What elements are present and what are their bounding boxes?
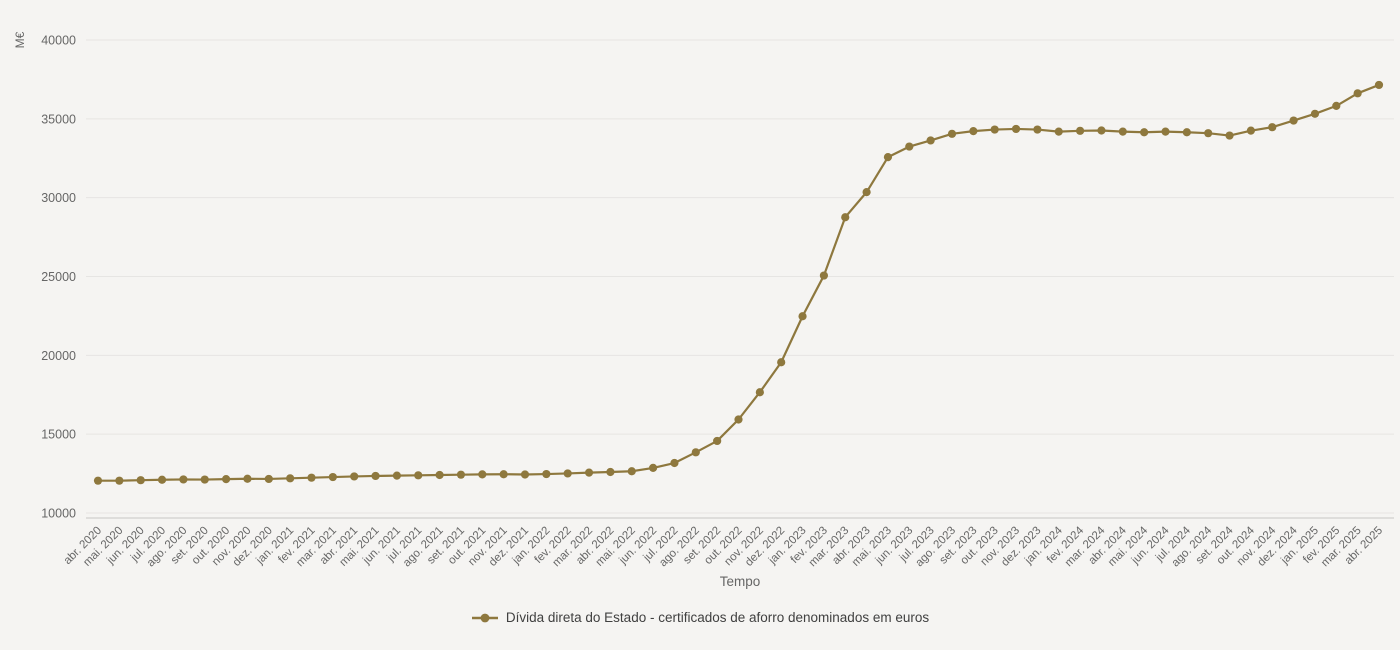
data-point-56 (1289, 116, 1298, 125)
data-point-45 (1054, 127, 1063, 136)
data-point-53 (1225, 131, 1234, 140)
data-point-55 (1268, 123, 1277, 132)
data-point-7 (243, 474, 252, 483)
data-point-29 (713, 436, 722, 446)
data-point-10 (307, 473, 316, 482)
data-point-39 (926, 136, 935, 145)
data-point-12 (350, 472, 359, 481)
data-point-31 (755, 388, 764, 397)
plot-area: 10000150002000025000300003500040000abr. … (41, 34, 1394, 569)
data-point-15 (414, 471, 423, 480)
data-point-1 (115, 476, 124, 485)
data-point-33 (798, 312, 807, 321)
data-point-34 (819, 271, 829, 280)
data-point-24 (606, 467, 615, 477)
y-tick-label-25000: 25000 (41, 270, 76, 284)
y-tick-label-30000: 30000 (41, 191, 76, 205)
data-point-47 (1097, 126, 1106, 135)
data-point-54 (1246, 126, 1255, 135)
legend-item-divida-direta[interactable]: Dívida direta do Estado - certificados d… (471, 610, 929, 625)
data-point-22 (563, 469, 572, 478)
data-point-17 (456, 470, 466, 479)
y-tick-label-35000: 35000 (41, 112, 76, 126)
data-point-60 (1374, 80, 1384, 90)
y-tick-label-15000: 15000 (41, 428, 76, 442)
data-point-26 (649, 463, 658, 473)
data-point-8 (264, 474, 273, 484)
data-point-0 (93, 476, 103, 485)
data-point-43 (1011, 124, 1021, 134)
data-point-18 (478, 470, 487, 479)
data-point-51 (1182, 128, 1191, 137)
data-point-48 (1118, 127, 1127, 136)
data-point-52 (1204, 129, 1213, 138)
legend-label: Dívida direta do Estado - certificados d… (505, 610, 930, 625)
data-point-37 (883, 153, 893, 162)
data-point-35 (841, 213, 850, 222)
y-axis-title: M€ (13, 31, 27, 49)
data-point-23 (584, 468, 594, 477)
data-point-6 (222, 475, 231, 484)
data-point-57 (1310, 109, 1320, 118)
y-tick-label-10000: 10000 (41, 507, 76, 521)
data-point-46 (1076, 126, 1085, 135)
data-point-41 (969, 127, 978, 136)
x-axis-title: Tempo (719, 574, 761, 589)
data-point-2 (136, 476, 145, 485)
data-point-44 (1033, 125, 1042, 134)
data-point-40 (947, 129, 957, 138)
legend-marker-icon (471, 613, 498, 622)
data-point-19 (499, 470, 508, 479)
data-point-32 (777, 358, 786, 367)
data-point-42 (990, 125, 999, 134)
data-point-50 (1161, 127, 1170, 136)
data-point-27 (670, 458, 679, 468)
data-point-28 (691, 448, 700, 457)
data-point-49 (1140, 128, 1149, 137)
data-point-3 (157, 475, 167, 484)
data-point-4 (179, 475, 188, 484)
data-point-30 (734, 415, 743, 424)
y-tick-label-40000: 40000 (41, 34, 76, 48)
data-point-21 (542, 469, 551, 479)
data-point-14 (392, 471, 401, 480)
data-point-5 (200, 475, 209, 484)
data-point-25 (627, 467, 636, 476)
data-point-11 (328, 472, 337, 482)
data-point-13 (371, 471, 380, 481)
y-tick-label-20000: 20000 (41, 349, 76, 363)
data-point-9 (286, 474, 295, 483)
data-point-38 (905, 142, 914, 151)
data-point-36 (862, 188, 871, 197)
data-point-16 (435, 470, 444, 480)
data-point-20 (520, 470, 530, 479)
data-point-59 (1353, 89, 1362, 98)
data-point-58 (1332, 101, 1341, 111)
legend: Dívida direta do Estado - certificados d… (0, 610, 1400, 625)
